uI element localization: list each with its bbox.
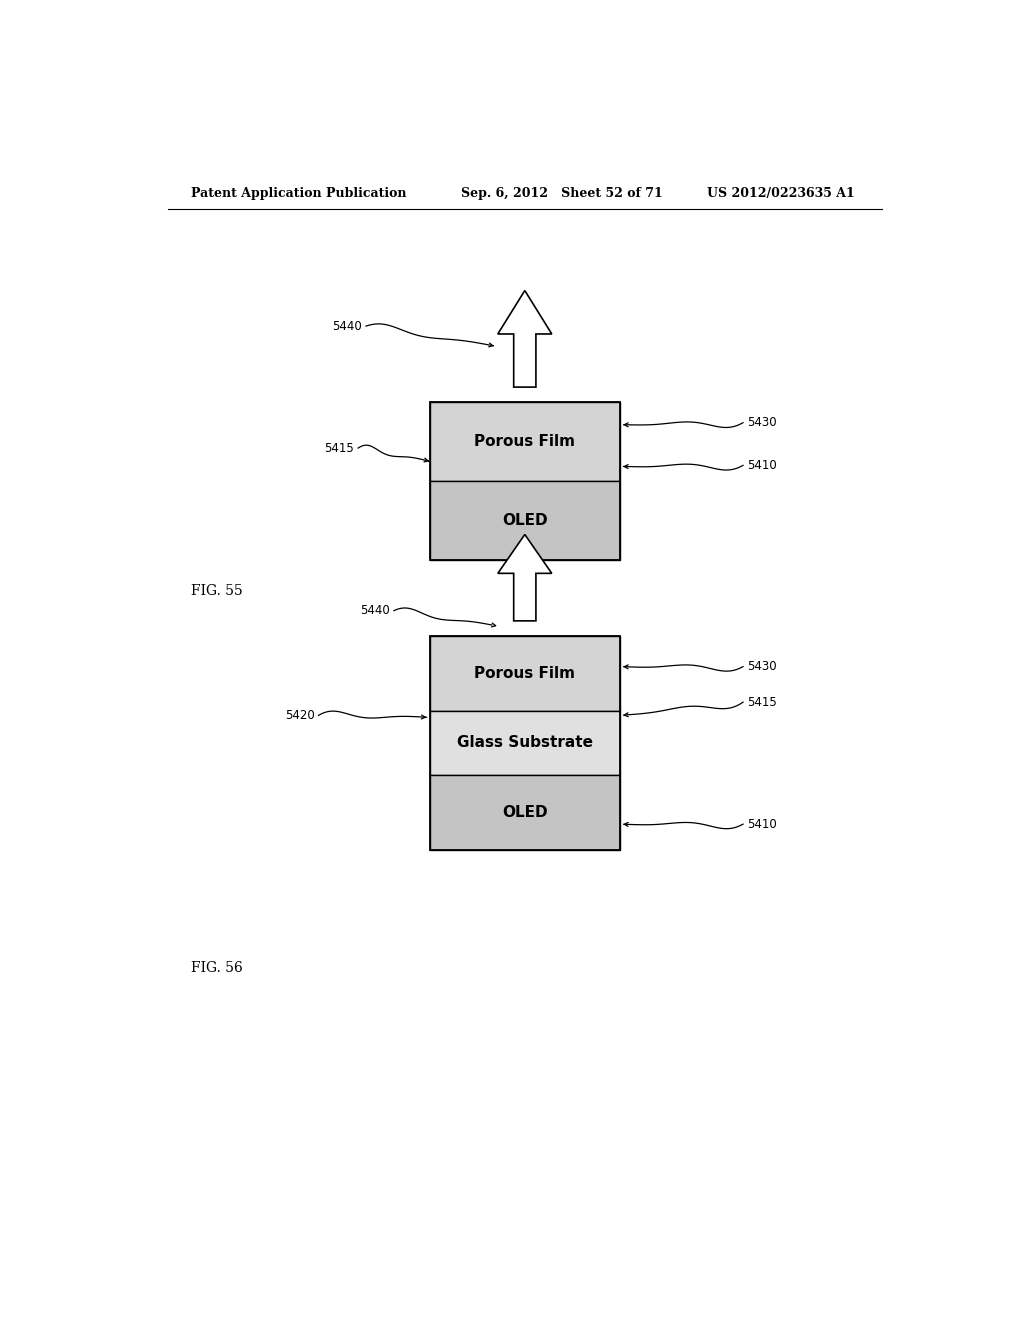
Text: Porous Film: Porous Film [474, 667, 575, 681]
Text: FIG. 56: FIG. 56 [191, 961, 244, 974]
Text: 5415: 5415 [748, 696, 777, 709]
Text: 5420: 5420 [285, 709, 314, 722]
Text: 5410: 5410 [748, 817, 777, 830]
Text: 5410: 5410 [748, 459, 777, 471]
Text: Patent Application Publication: Patent Application Publication [191, 187, 407, 201]
Polygon shape [498, 535, 552, 620]
Text: 5415: 5415 [325, 442, 354, 454]
Text: OLED: OLED [502, 805, 548, 820]
Bar [430, 636, 621, 850]
Text: 5430: 5430 [748, 660, 776, 673]
Text: Glass Substrate: Glass Substrate [457, 735, 593, 750]
Text: Sep. 6, 2012   Sheet 52 of 71: Sep. 6, 2012 Sheet 52 of 71 [461, 187, 664, 201]
Bar [430, 403, 621, 480]
Bar [430, 403, 621, 560]
Text: 5430: 5430 [748, 416, 776, 429]
Text: 5440: 5440 [360, 605, 390, 618]
Text: OLED: OLED [502, 513, 548, 528]
Text: Porous Film: Porous Film [474, 434, 575, 449]
Text: US 2012/0223635 A1: US 2012/0223635 A1 [708, 187, 855, 201]
Bar [430, 480, 621, 560]
Bar [430, 775, 621, 850]
Text: FIG. 55: FIG. 55 [191, 585, 244, 598]
Bar [430, 636, 621, 710]
Bar [430, 710, 621, 775]
Text: 5440: 5440 [333, 319, 362, 333]
Polygon shape [498, 290, 552, 387]
